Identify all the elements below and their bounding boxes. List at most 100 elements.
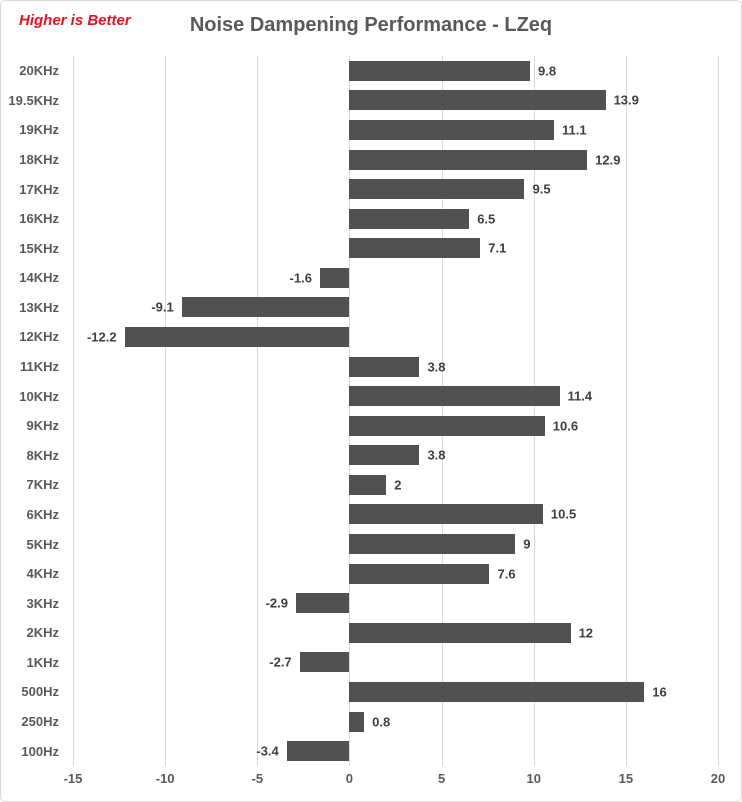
bar-value-label: 11.1 xyxy=(561,122,587,138)
bar xyxy=(349,681,645,702)
gridline xyxy=(625,56,627,766)
bars-layer: 9.8 13.9 11.1 12.9 9.5 6.5 7.1 -1.6 -9.1 -12.2 3.8… xyxy=(73,56,718,766)
bar-value-label: -1.6 xyxy=(289,270,312,286)
bar-value-label: 9 xyxy=(523,536,531,552)
chart-title: Noise Dampening Performance - LZeq xyxy=(189,14,553,36)
x-tick-label: 0 xyxy=(345,771,354,786)
bar-row: -2.9 xyxy=(73,588,718,618)
bar-row: -2.7 xyxy=(73,648,718,678)
bar xyxy=(299,652,350,673)
bar-value-label: 13.9 xyxy=(613,92,639,108)
bar xyxy=(349,119,554,140)
bar-row: 9 xyxy=(73,529,718,559)
category-label: 250Hz xyxy=(21,714,59,729)
bar-row: 3.8 xyxy=(73,352,718,382)
bar-row: 7.6 xyxy=(73,559,718,589)
category-label: 19.5KHz xyxy=(8,92,59,108)
category-label: 17KHz xyxy=(19,181,59,197)
x-tick-label: -10 xyxy=(155,771,175,786)
bar-value-label: 7.6 xyxy=(497,566,516,582)
bar-row: 10.5 xyxy=(73,500,718,530)
category-label: 14KHz xyxy=(19,270,59,286)
bar xyxy=(349,474,387,495)
bar-value-label: 9.5 xyxy=(532,181,551,197)
bar-row: 11.4 xyxy=(73,381,718,411)
bar xyxy=(349,90,606,111)
bar-row: 10.6 xyxy=(73,411,718,441)
bar-value-label: 12 xyxy=(578,625,594,641)
bar xyxy=(295,593,350,614)
bar xyxy=(181,297,350,318)
bar xyxy=(349,238,481,259)
x-tick-label: -15 xyxy=(63,771,83,786)
bar-value-label: 7.1 xyxy=(488,240,507,256)
category-label: 6KHz xyxy=(26,506,59,522)
value-axis: -15 -10 -5 0 5 10 15 20 xyxy=(64,768,726,790)
bar-value-label: 12.9 xyxy=(595,152,621,168)
gridline xyxy=(349,56,351,766)
bar-row: 12.9 xyxy=(73,145,718,175)
bar-row: 6.5 xyxy=(73,204,718,234)
bar xyxy=(124,326,350,347)
gridline xyxy=(533,56,535,766)
bar xyxy=(349,386,560,407)
bar xyxy=(349,445,420,466)
bar-row: 16 xyxy=(73,677,718,707)
category-label: 16KHz xyxy=(19,211,59,227)
x-tick-label: -5 xyxy=(251,771,264,786)
bar-value-label: -9.1 xyxy=(151,299,174,315)
category-label: 4KHz xyxy=(26,566,59,582)
bar-row: 3.8 xyxy=(73,441,718,471)
gridline xyxy=(441,56,443,766)
bar xyxy=(349,563,490,584)
category-label: 100Hz xyxy=(21,743,59,759)
category-label: 5KHz xyxy=(26,536,59,552)
category-label: 15KHz xyxy=(19,240,59,256)
bar-row: -9.1 xyxy=(73,293,718,323)
bar-value-label: 2 xyxy=(394,477,402,493)
higher-is-better-annotation: Higher is Better xyxy=(19,12,131,29)
bar-value-label: 6.5 xyxy=(477,211,496,227)
bar-value-label: -2.9 xyxy=(265,595,288,611)
bar xyxy=(349,179,525,200)
bar-row: -12.2 xyxy=(73,322,718,352)
bar-value-label: 10.6 xyxy=(552,418,579,434)
bar-value-label: 3.8 xyxy=(427,447,446,463)
bar-value-label: -3.4 xyxy=(256,743,279,759)
bar-value-label: 0.8 xyxy=(372,714,391,729)
bar xyxy=(286,741,350,762)
category-label: 500Hz xyxy=(21,684,59,700)
bar xyxy=(349,534,516,555)
bar-value-label: -2.7 xyxy=(269,654,292,670)
category-label: 11KHz xyxy=(19,359,59,375)
bar-row: 9.5 xyxy=(73,174,718,204)
bar xyxy=(319,267,350,288)
bar xyxy=(349,415,545,436)
bar-value-label: -12.2 xyxy=(86,329,117,345)
category-label: 20KHz xyxy=(19,63,59,79)
gridline xyxy=(257,56,259,766)
bar-chart: 20KHz 19.5KHz 19KHz 18KHz 17KHz 16KHz 15KHz 14K… xyxy=(1,56,741,801)
category-label: 8KHz xyxy=(26,447,59,463)
bar-row: 9.8 xyxy=(73,56,718,86)
x-tick-label: 20 xyxy=(710,771,726,786)
category-axis: 20KHz 19.5KHz 19KHz 18KHz 17KHz 16KHz 15KHz 14K… xyxy=(1,56,59,766)
bar-value-label: 16 xyxy=(652,684,667,700)
bar xyxy=(349,356,420,377)
x-tick-label: 5 xyxy=(437,771,446,786)
bar-row: -3.4 xyxy=(73,736,718,766)
category-label: 9KHz xyxy=(26,418,59,434)
bar xyxy=(349,149,588,170)
bar-value-label: 3.8 xyxy=(427,359,446,375)
category-label: 3KHz xyxy=(26,595,59,611)
category-label: 10KHz xyxy=(19,388,59,404)
gridline xyxy=(718,56,719,766)
gridline xyxy=(165,56,167,766)
bar xyxy=(349,208,470,229)
bar xyxy=(349,60,531,81)
bar xyxy=(349,711,365,732)
bar-row: -1.6 xyxy=(73,263,718,293)
category-label: 13KHz xyxy=(19,299,59,315)
bar-row: 7.1 xyxy=(73,233,718,263)
